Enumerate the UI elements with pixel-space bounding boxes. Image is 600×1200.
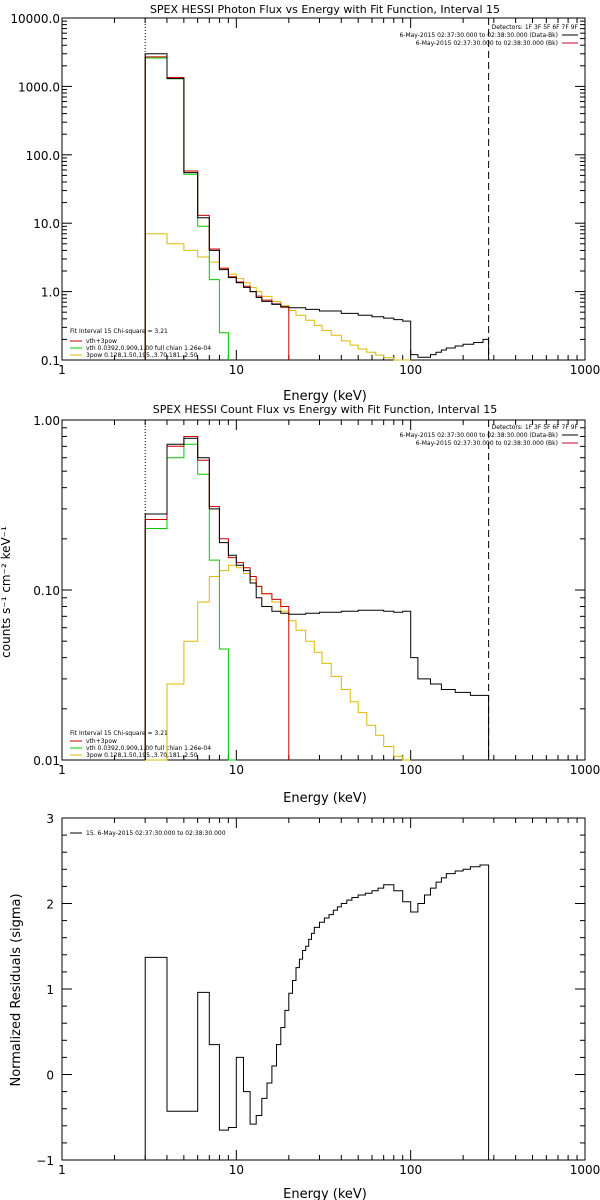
y-tick-label: 0 [46, 1069, 54, 1083]
plot-frame [61, 817, 586, 1161]
x-tick-label: 1000 [570, 1163, 600, 1177]
x-tick-label: 1 [58, 1163, 66, 1177]
x-axis-label: Energy (keV) [283, 389, 367, 404]
y-tick-label: 1.0 [41, 286, 60, 300]
series-data-bk-line [144, 53, 490, 360]
series-3pow-line [145, 564, 411, 761]
legend-total-label: vth+3pow [86, 738, 117, 745]
x-tick-label: 1 [58, 363, 66, 377]
legend-total-label: vth+3pow [86, 338, 117, 345]
time-bk-label: 6-May-2015 02:37:30.000 to 02:38:30.000 … [416, 440, 558, 447]
series-vth-line [144, 443, 237, 761]
photon-flux-panel: SPEX HESSI Photon Flux vs Energy with Fi… [70, 3, 579, 404]
series-data-bk-line [144, 437, 490, 760]
y-tick-label: 2 [46, 898, 54, 912]
time-bk-label: 6-May-2015 02:37:30.000 to 02:38:30.000 … [416, 40, 558, 47]
x-tick-label: 100 [399, 1163, 422, 1177]
series-vth-3pow-line [144, 56, 290, 360]
detectors-label: Detectors: 1F 3F 5F 6F 7F 9F [492, 24, 579, 31]
time-data-label: 6-May-2015 02:37:30.000 to 02:38:30.000 … [399, 32, 558, 39]
y-tick-label: 100.0 [26, 149, 60, 163]
legend-pow-label: 3pow 0.128,1.50,195.,3.70,181.,2.50 [86, 752, 198, 759]
chart-panel-3: 1 10 100 1000 −1 0 1 2 3 [36, 812, 600, 1177]
series-15-6-may-2015-02-37-30-000-to-02-38-30-000-line [144, 864, 490, 1160]
x-axis-label: Energy (keV) [283, 1187, 367, 1200]
x-tick-label: 100 [399, 363, 422, 377]
y-tick-label: 10000.0 [10, 12, 60, 26]
legend-vth-label: vth 0.0392,0.909,1.00 full chian 1.26e-0… [86, 345, 211, 352]
time-data-label: 6-May-2015 02:37:30.000 to 02:38:30.000 … [399, 432, 558, 439]
legend-pow-label: 3pow 0.128,1.50,195.,3.70,181.,2.50 [86, 352, 198, 359]
chart-panel-1: 1 10 100 1000 0.1 1.0 10.0 100.0 1000.0 10000.0 [10, 12, 600, 377]
y-tick-label: 3 [46, 812, 54, 826]
y-axis-label: Normalized Residuals (sigma) [9, 893, 24, 1086]
x-tick-label: 10 [229, 1163, 244, 1177]
x-tick-label: 1000 [570, 363, 600, 377]
x-tick-label: 1 [58, 763, 66, 777]
y-tick-label: 0.10 [33, 584, 60, 598]
detectors-label: Detectors: 1F 3F 5F 6F 7F 9F [492, 424, 579, 431]
fit-info-label: Fit Interval 15 Chi-square = 3.21 [70, 328, 168, 335]
y-tick-label: 0.1 [41, 354, 60, 368]
x-axis-label: Energy (keV) [283, 791, 367, 806]
y-tick-label: 1.00 [33, 414, 60, 428]
chart-panel-2: 1 10 100 1000 0.01 0.10 1.00 [33, 414, 600, 777]
y-tick-label: 0.01 [33, 754, 60, 768]
y-tick-label: 1000.0 [18, 80, 60, 94]
plot-frame [61, 419, 586, 761]
x-tick-label: 10 [229, 363, 244, 377]
y-tick-label: −1 [36, 1154, 54, 1168]
plot-frame [61, 17, 586, 361]
residuals-panel: Energy (keV) Normalized Residuals (sigma… [9, 830, 367, 1200]
legend-residual-label: 15. 6-May-2015 02:37:30.000 to 02:38:30.… [86, 830, 226, 837]
series-3pow-line [144, 233, 411, 361]
series-vth-line [144, 57, 229, 360]
panel-title: SPEX HESSI Photon Flux vs Energy with Fi… [150, 3, 500, 16]
y-axis-label: counts s⁻¹ cm⁻² keV⁻¹ [0, 526, 13, 658]
legend-vth-label: vth 0.0392,0.909,1.00 full chian 1.26e-0… [86, 745, 211, 752]
x-tick-label: 10 [229, 763, 244, 777]
y-tick-label: 1 [46, 983, 54, 997]
panel-title: SPEX HESSI Count Flux vs Energy with Fit… [153, 403, 497, 416]
x-tick-label: 1000 [570, 763, 600, 777]
fit-info-label: Fit Interval 15 Chi-square = 3.21 [70, 730, 168, 737]
y-tick-label: 10.0 [33, 217, 60, 231]
count-flux-panel: SPEX HESSI Count Flux vs Energy with Fit… [0, 403, 579, 806]
x-tick-label: 100 [399, 763, 422, 777]
